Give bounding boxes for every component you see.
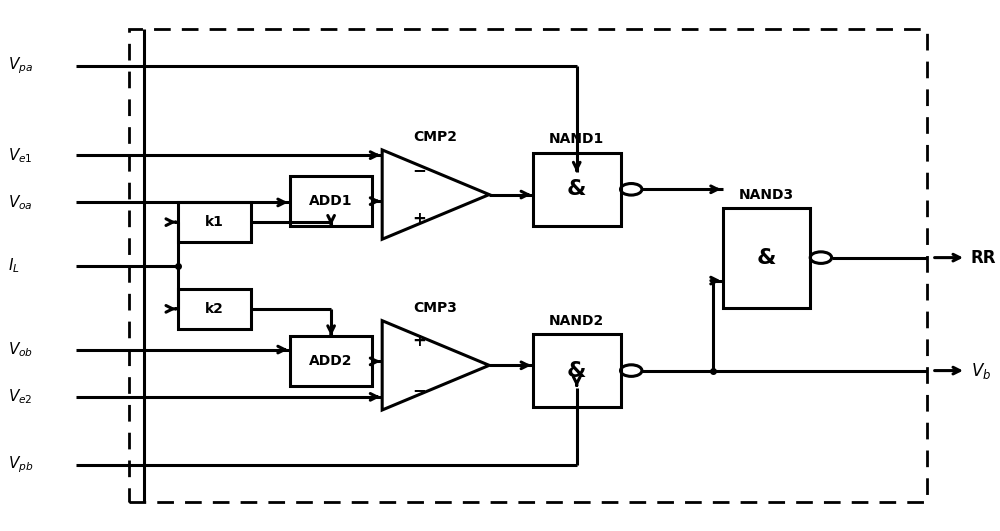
- Text: +: +: [413, 210, 427, 228]
- Text: $V_{ob}$: $V_{ob}$: [8, 340, 33, 359]
- Text: CMP2: CMP2: [414, 130, 458, 144]
- Text: &: &: [567, 361, 586, 381]
- Text: RR: RR: [971, 249, 996, 267]
- Polygon shape: [382, 321, 489, 410]
- Text: NAND2: NAND2: [549, 314, 604, 328]
- Text: k2: k2: [205, 302, 224, 316]
- Text: k1: k1: [205, 215, 224, 229]
- Text: $V_b$: $V_b$: [971, 361, 991, 381]
- Text: $V_{e2}$: $V_{e2}$: [8, 388, 32, 406]
- Text: $I_L$: $I_L$: [8, 256, 19, 275]
- Bar: [533, 334, 621, 407]
- Text: ADD1: ADD1: [309, 194, 353, 208]
- Text: −: −: [413, 381, 427, 399]
- Text: $V_{oa}$: $V_{oa}$: [8, 193, 32, 212]
- Bar: [290, 337, 372, 387]
- Text: $V_{pb}$: $V_{pb}$: [8, 455, 33, 475]
- Text: &: &: [567, 179, 586, 199]
- Bar: [178, 289, 251, 329]
- Bar: [290, 176, 372, 226]
- Text: CMP3: CMP3: [414, 301, 458, 314]
- Bar: [178, 202, 251, 242]
- Text: ADD2: ADD2: [309, 354, 353, 369]
- Text: $V_{pa}$: $V_{pa}$: [8, 56, 33, 76]
- Bar: [723, 208, 810, 307]
- Text: −: −: [413, 161, 427, 179]
- Bar: [129, 29, 927, 502]
- Text: NAND3: NAND3: [739, 187, 794, 202]
- Polygon shape: [382, 150, 489, 239]
- Bar: [533, 152, 621, 226]
- Text: +: +: [413, 332, 427, 350]
- Text: $V_{e1}$: $V_{e1}$: [8, 146, 32, 165]
- Bar: [129, 29, 927, 502]
- Text: NAND1: NAND1: [549, 132, 604, 147]
- Text: &: &: [757, 247, 776, 268]
